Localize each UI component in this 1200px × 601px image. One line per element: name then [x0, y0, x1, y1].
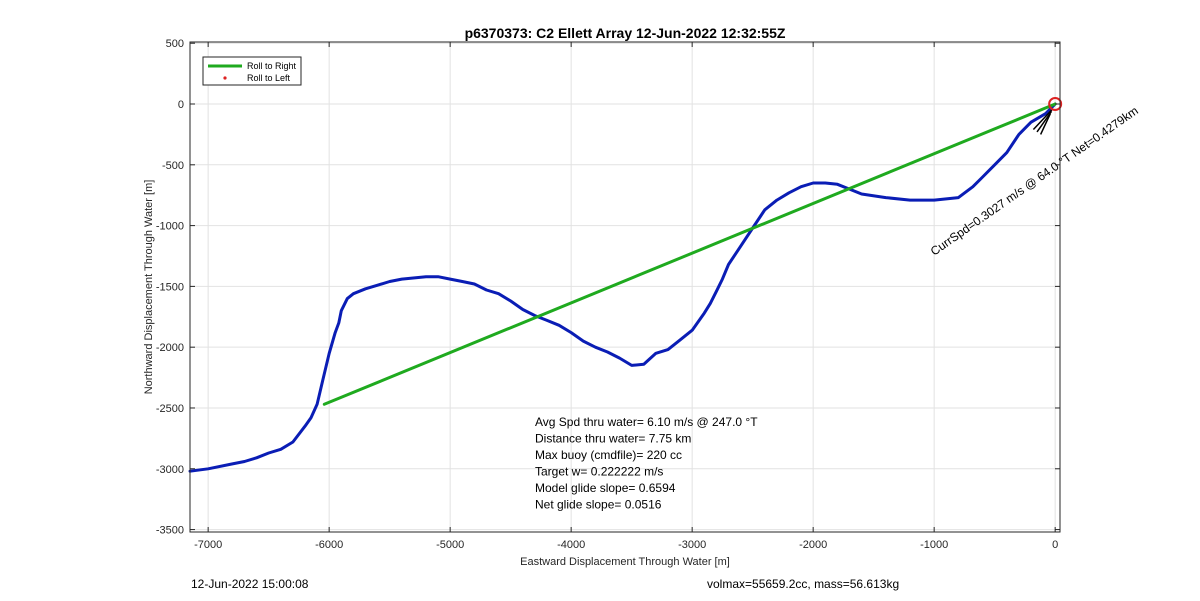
- current-speed-annotation: CurrSpd=0.3027 m/s @ 64.0 °T Net=0.4279k…: [928, 103, 1141, 258]
- y-tick-label: -2500: [156, 403, 184, 415]
- stats-block: Avg Spd thru water= 6.10 m/s @ 247.0 °T D…: [535, 415, 758, 512]
- legend: Roll to Right Roll to Left: [202, 56, 302, 86]
- x-tick-label: -2000: [799, 539, 827, 551]
- x-tick-label: -5000: [436, 539, 464, 551]
- y-tick-label: -3500: [156, 525, 184, 537]
- y-tick-label: -3000: [156, 464, 184, 476]
- y-tick-label: -2000: [156, 342, 184, 354]
- y-tick-label: -500: [162, 160, 184, 172]
- plot-frame: [189, 41, 1061, 533]
- stats-line: Avg Spd thru water= 6.10 m/s @ 247.0 °T: [535, 415, 758, 429]
- footer-vehicle-info: volmax=55659.2cc, mass=56.613kg: [707, 577, 900, 591]
- stats-line: Net glide slope= 0.0516: [535, 498, 662, 512]
- y-tick-label: 0: [178, 99, 184, 111]
- y-tick-label: -1500: [156, 281, 184, 293]
- y-axis-label: Northward Displacement Through Water [m]: [143, 180, 155, 395]
- x-tick-label: -6000: [315, 539, 343, 551]
- start-position-marker: [1048, 97, 1063, 112]
- x-tick-label: -7000: [194, 539, 222, 551]
- net-displacement-line: [322, 102, 1057, 406]
- y-tick-label: -1000: [156, 221, 184, 233]
- x-tick-label: -4000: [557, 539, 585, 551]
- legend-label: Roll to Left: [247, 73, 291, 83]
- grid-lines: [190, 42, 1060, 532]
- footer-timestamp: 12-Jun-2022 15:00:08: [191, 577, 309, 591]
- x-tick-label: -1000: [920, 539, 948, 551]
- axis-ticks: -7000 -6000 -5000 -4000 -3000 -2000 -1000 0 500 0…: [156, 38, 1060, 551]
- legend-label: Roll to Right: [247, 61, 297, 71]
- stats-line: Target w= 0.222222 m/s: [535, 465, 663, 479]
- x-tick-label: 0: [1052, 539, 1058, 551]
- series-lines: [188, 102, 1057, 473]
- annotations: CurrSpd=0.3027 m/s @ 64.0 °T Net=0.4279k…: [928, 97, 1141, 258]
- x-tick-label: -3000: [678, 539, 706, 551]
- chart-title: p6370373: C2 Ellett Array 12-Jun-2022 12…: [465, 25, 786, 41]
- legend-swatch-marker: [223, 76, 227, 80]
- stats-line: Distance thru water= 7.75 km: [535, 432, 691, 446]
- stats-line: Max buoy (cmdfile)= 220 cc: [535, 448, 682, 462]
- stats-line: Model glide slope= 0.6594: [535, 481, 676, 495]
- legend-box: [202, 56, 302, 86]
- x-axis-label: Eastward Displacement Through Water [m]: [520, 556, 730, 568]
- current-arrow: [1032, 108, 1054, 131]
- current-arrow: [1039, 113, 1051, 135]
- y-tick-label: 500: [166, 38, 184, 50]
- glider-track-line: [188, 102, 1057, 473]
